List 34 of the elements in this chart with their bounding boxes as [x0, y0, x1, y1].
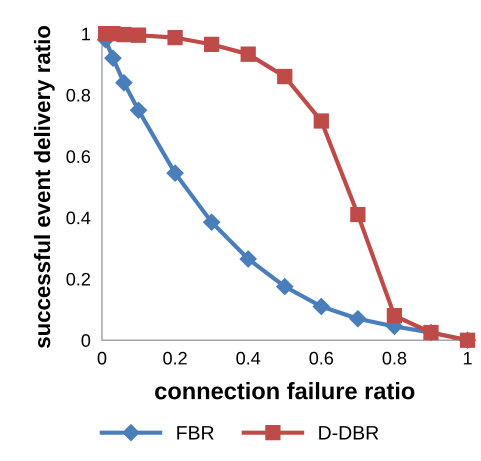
x-tick-label: 0	[98, 352, 106, 365]
y-tick-label: 1	[82, 28, 90, 40]
x-tick-label: 0.6	[309, 352, 334, 365]
point	[240, 46, 256, 62]
point	[240, 250, 257, 268]
x-tick-label: 0.4	[236, 352, 260, 365]
point	[349, 310, 366, 328]
point	[276, 278, 294, 296]
point	[204, 36, 220, 52]
legend-label: FBR	[177, 426, 214, 440]
x-tick-label: 0.8	[382, 352, 406, 365]
y-tick-label: 0.2	[66, 272, 90, 286]
x-tick-label: 0.2	[163, 352, 187, 365]
point	[277, 68, 292, 84]
legend-label: D-DBR	[319, 426, 378, 440]
point	[350, 206, 366, 222]
y-tick-label: 0.4	[66, 212, 90, 224]
y-axis-title: successful event delivery ratio	[34, 26, 55, 348]
x-axis-title: connection failure ratio	[155, 382, 414, 400]
point	[130, 102, 148, 119]
y-tick-label: 0.8	[66, 88, 90, 102]
point	[116, 26, 132, 42]
point	[314, 113, 329, 129]
point	[312, 298, 330, 316]
point	[115, 74, 132, 92]
y-tick-label: 0.6	[66, 150, 90, 163]
x-tick-label: 1	[464, 352, 472, 364]
point	[167, 30, 183, 46]
point	[203, 214, 220, 231]
point	[166, 164, 184, 182]
y-tick-label: 0	[82, 334, 90, 347]
point	[386, 308, 402, 324]
point	[130, 28, 146, 43]
point	[104, 50, 122, 67]
